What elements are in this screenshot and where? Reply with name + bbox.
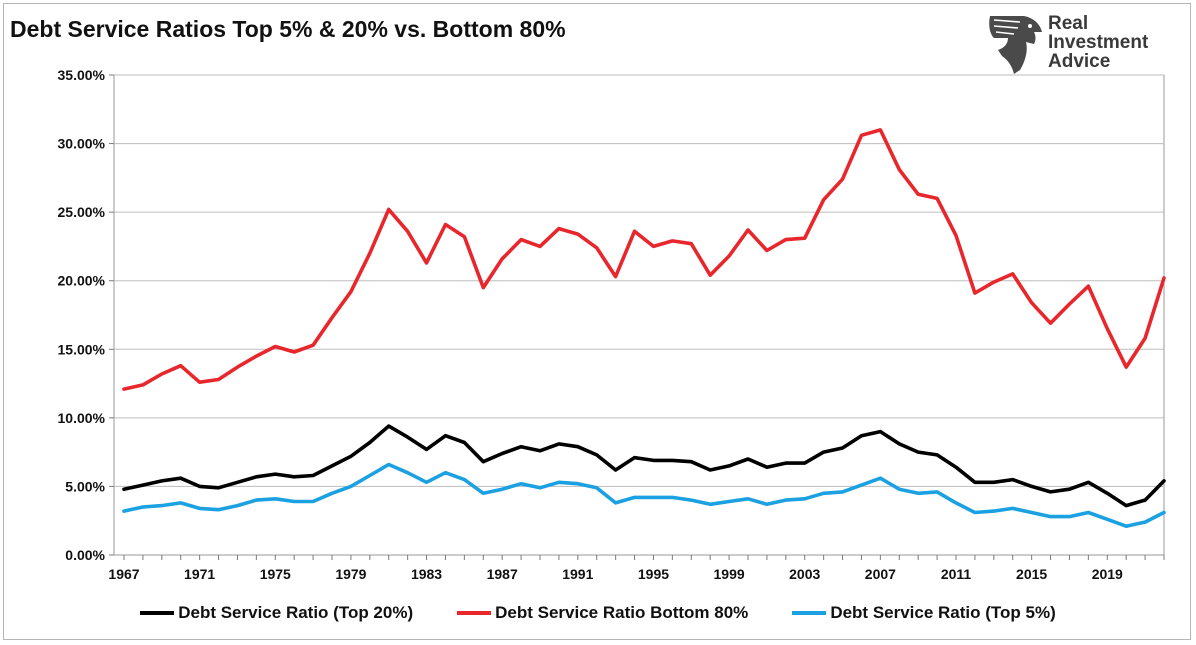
logo-line-investment: Investment <box>1048 32 1149 53</box>
legend-item-2: Debt Service Ratio Bottom 80% <box>457 600 748 626</box>
y-tick-label: 15.00% <box>58 341 106 357</box>
legend-swatch <box>792 611 827 615</box>
x-tick-label: 1979 <box>335 566 366 582</box>
x-tick-label: 1991 <box>562 566 593 582</box>
series-line-3 <box>122 462 1166 529</box>
x-tick-label: 1983 <box>411 566 442 582</box>
logo-wordmark: Real Investment Advice <box>1048 14 1148 71</box>
series-line-1 <box>122 424 1166 508</box>
chart-title: Debt Service Ratios Top 5% & 20% vs. Bot… <box>10 16 566 42</box>
legend-label: Debt Service Ratio (Top 5%) <box>830 603 1056 622</box>
x-tick-label: 1971 <box>184 566 215 582</box>
legend-swatch <box>457 611 492 615</box>
y-tick-label: 10.00% <box>58 410 106 426</box>
x-tick-label: 2011 <box>941 566 972 582</box>
x-tick-label: 1995 <box>638 566 669 582</box>
logo-line-real: Real <box>1048 13 1089 34</box>
chart-frame <box>3 3 1191 640</box>
y-tick-label: 30.00% <box>58 136 106 152</box>
legend-swatch <box>140 611 175 615</box>
x-tick-label: 1967 <box>108 566 139 582</box>
logo-line-advice: Advice <box>1048 51 1111 72</box>
x-tick-label: 2007 <box>865 566 896 582</box>
legend-item-1: Debt Service Ratio (Top 20%) <box>140 600 413 626</box>
real-investment-advice-logo: Real Investment Advice <box>984 10 1184 76</box>
x-tick-label: 1975 <box>260 566 291 582</box>
x-tick-label: 2019 <box>1092 566 1123 582</box>
x-tick-label: 1987 <box>487 566 518 582</box>
legend-label: Debt Service Ratio (Top 20%) <box>178 603 414 622</box>
plot-area <box>113 74 1165 556</box>
y-tick-label: 20.00% <box>58 273 106 289</box>
series-line-2 <box>122 128 1166 391</box>
y-tick-label: 5.00% <box>65 478 105 494</box>
y-tick-label: 25.00% <box>58 204 106 220</box>
x-tick-label: 2015 <box>1016 566 1047 582</box>
chart-legend: Debt Service Ratio (Top 20%) Debt Service… <box>0 600 1196 626</box>
line-chart: 0.00% 5.00% 10.00% 15.00% 20.00% 25.00% 30.00%… <box>58 67 1166 582</box>
y-tick-label: 0.00% <box>65 547 105 563</box>
x-tick-label: 1999 <box>714 566 745 582</box>
eagle-icon <box>989 16 1042 74</box>
legend-item-3: Debt Service Ratio (Top 5%) <box>792 600 1056 626</box>
legend-label: Debt Service Ratio Bottom 80% <box>495 603 749 622</box>
x-tick-label: 2003 <box>789 566 820 582</box>
y-tick-label: 35.00% <box>58 67 106 83</box>
